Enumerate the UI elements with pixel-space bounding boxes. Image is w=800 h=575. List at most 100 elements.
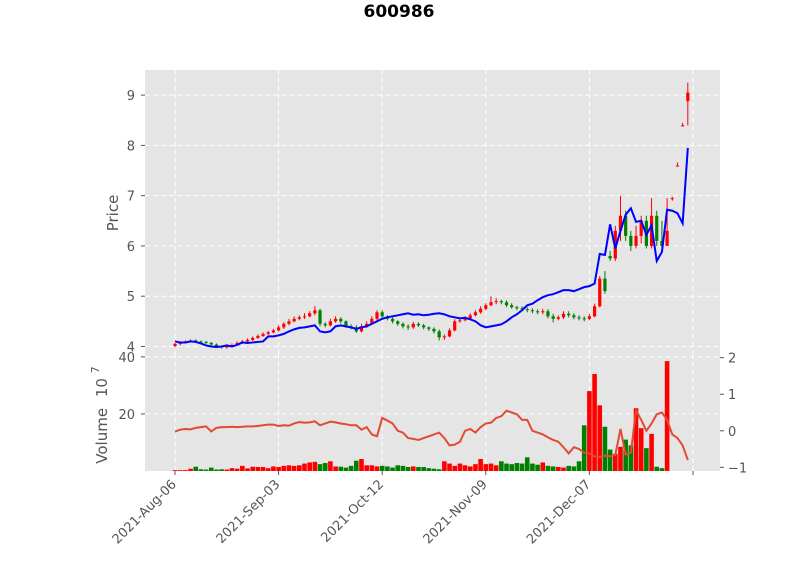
ma-line	[174, 147, 689, 348]
candle-body	[302, 316, 307, 318]
candle-body	[292, 318, 296, 322]
volume-bar	[571, 466, 577, 471]
candle-body	[194, 340, 198, 342]
volume-tick-label: 40	[118, 351, 135, 366]
volume-bar	[400, 465, 406, 471]
volume-bar	[644, 448, 649, 471]
volume-bar	[188, 468, 193, 471]
candle-body	[365, 323, 369, 327]
volume-bar	[659, 468, 665, 471]
volume-bar	[592, 373, 597, 471]
candle-body	[655, 215, 659, 241]
volume-bar	[483, 464, 489, 471]
candle-body	[256, 335, 260, 338]
right-tick-label: 2	[728, 352, 736, 367]
candle-body	[660, 240, 664, 246]
candle-body	[173, 343, 177, 346]
volume-bar	[177, 470, 183, 471]
x-tick-label: 2021-Dec-07	[524, 477, 594, 547]
candle-body	[277, 327, 281, 331]
volume-bar	[395, 465, 401, 471]
candle-body	[318, 310, 322, 324]
volume-bar	[183, 470, 188, 471]
candle-body	[665, 230, 669, 246]
candle-body	[458, 320, 462, 322]
volume-bar	[385, 466, 390, 471]
candle-body	[572, 315, 576, 318]
volume-bar	[556, 467, 561, 471]
volume-axis-label-group: Volume 10 7	[89, 366, 111, 463]
candle-body	[639, 220, 643, 236]
volume-bar	[504, 463, 509, 471]
volume-bar	[566, 465, 571, 471]
price-tick-label: 4	[127, 340, 135, 355]
candle-body	[484, 305, 488, 309]
candle-body	[675, 165, 680, 167]
date-axis: 2021-Aug-06 2021-Sep-03 2021-Oct-12 2021-No…	[110, 471, 694, 547]
right-tick-label: 1	[728, 388, 736, 403]
volume-bar	[276, 467, 281, 471]
volume-bar	[333, 466, 338, 471]
candle-body	[432, 328, 436, 332]
volume-bar	[229, 468, 235, 471]
candle-body	[416, 323, 421, 326]
candle-body	[587, 316, 591, 319]
volume-bar	[628, 445, 634, 471]
volume-bar	[597, 405, 603, 471]
candle-body	[390, 318, 395, 322]
candle-body	[608, 255, 612, 259]
candle-body	[629, 235, 633, 246]
volume-bar	[618, 446, 623, 471]
volume-bar	[224, 469, 230, 471]
volume-tick-label: 20	[118, 408, 135, 423]
volume-bar	[457, 463, 463, 471]
volume-bar	[369, 465, 375, 471]
candle-body	[313, 310, 317, 314]
candlesticks	[173, 82, 690, 349]
volume-bar	[473, 464, 478, 471]
candle-body	[468, 315, 472, 319]
candle-body	[401, 323, 405, 327]
candle-body	[287, 321, 291, 324]
candle-body	[282, 323, 286, 328]
candle-body	[504, 302, 509, 306]
volume-bar	[364, 465, 369, 471]
volume-bar	[338, 466, 344, 471]
price-tick-label: 6	[127, 240, 135, 255]
candle-body	[411, 323, 415, 328]
candle-body	[598, 278, 602, 307]
candle-body	[339, 318, 343, 322]
price-tick-label: 9	[127, 89, 135, 104]
candle-body	[515, 307, 519, 309]
volume-bar	[488, 463, 494, 471]
volume-bar	[535, 464, 540, 471]
volume-bar	[447, 463, 452, 471]
volume-bar	[193, 466, 199, 471]
volume-bar	[271, 466, 276, 471]
candle-body	[375, 312, 379, 319]
volume-bar	[234, 468, 240, 471]
candle-body	[494, 301, 498, 303]
chart-title: 600986	[364, 2, 435, 22]
x-tick-label: 2021-Sep-03	[214, 477, 284, 547]
candle-body	[406, 326, 410, 328]
candle-body	[510, 305, 514, 308]
candle-body	[442, 336, 446, 338]
price-panel-background	[145, 70, 720, 354]
price-axis-label: Price	[104, 195, 122, 232]
volume-bar	[442, 461, 447, 471]
volume-bar	[649, 433, 654, 471]
volume-bar	[198, 469, 204, 471]
volume-bar	[379, 465, 385, 471]
volume-moving-average	[174, 407, 689, 461]
x-tick-label: 2021-Aug-06	[110, 477, 180, 547]
candle-body	[370, 318, 374, 324]
volume-axis-label: Volume 10 7	[89, 366, 111, 463]
candle-body	[209, 342, 213, 345]
volume-bar	[467, 466, 473, 471]
candle-body	[520, 308, 524, 310]
candle-body	[266, 332, 270, 334]
price-tick-label: 8	[127, 139, 135, 154]
volume-bar	[478, 459, 483, 471]
